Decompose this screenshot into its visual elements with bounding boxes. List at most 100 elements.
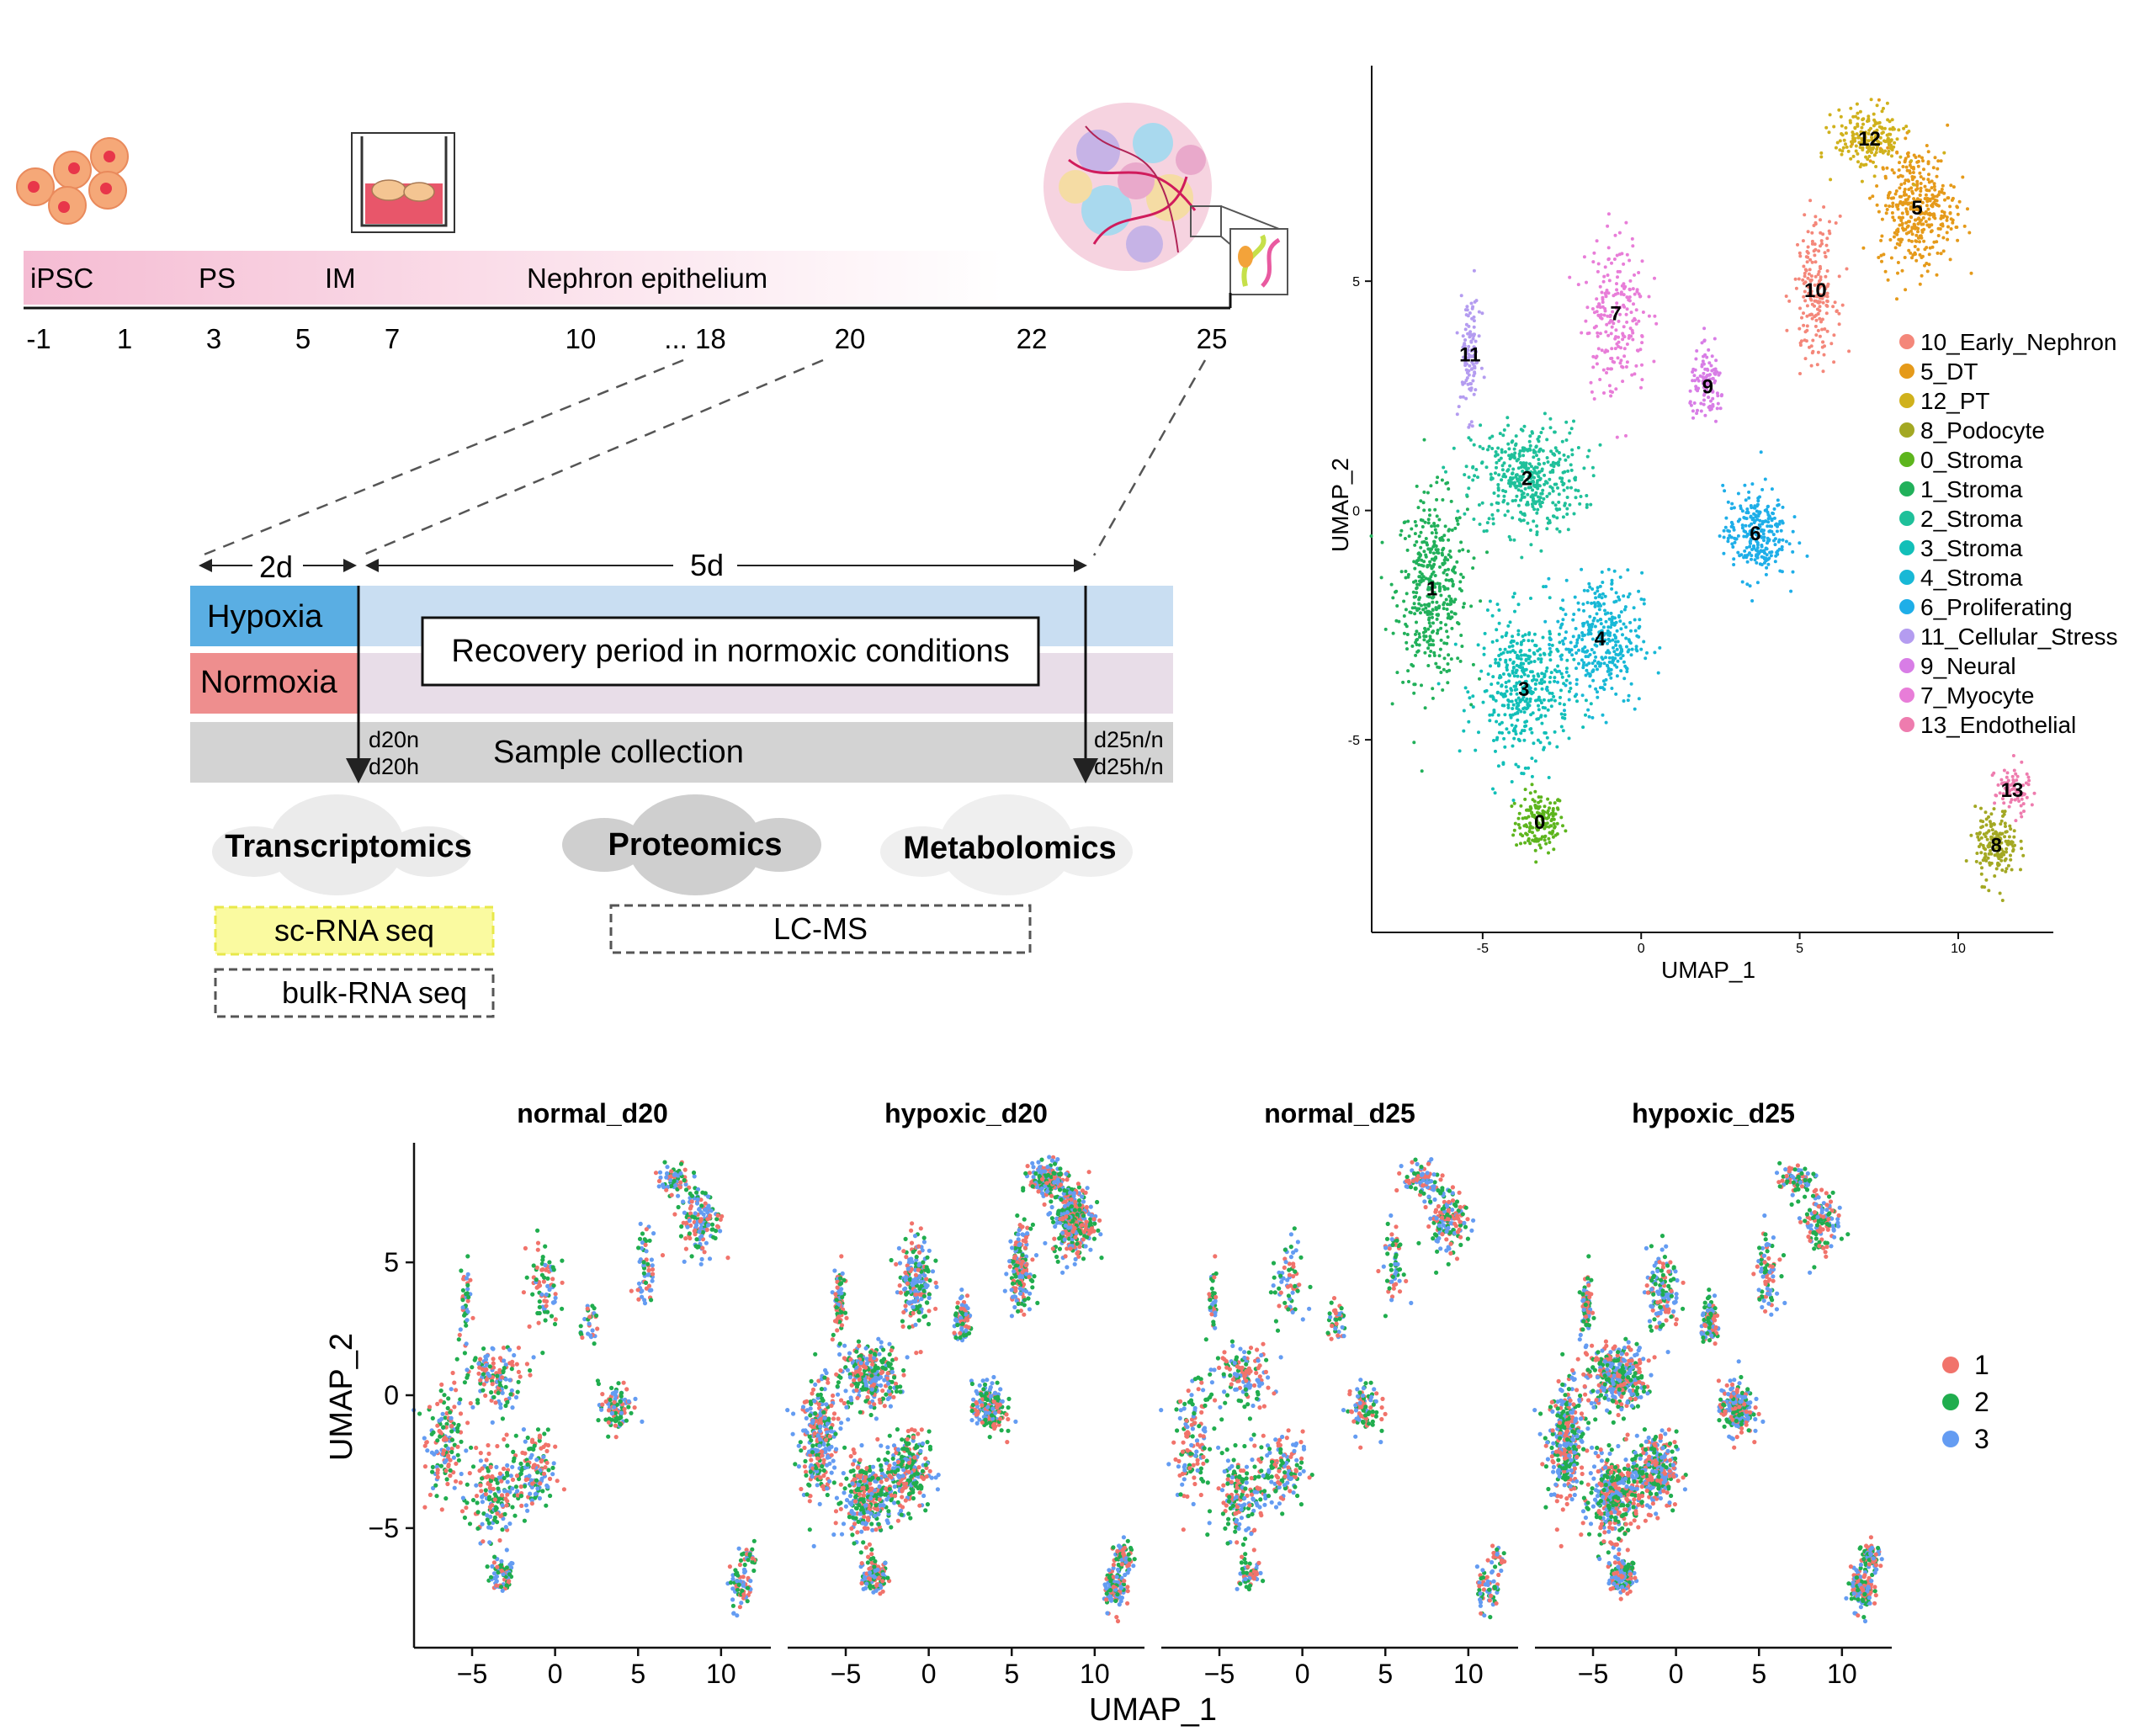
umap-point (1776, 549, 1780, 553)
umap-point (1558, 640, 1562, 645)
umap-point (1753, 506, 1757, 510)
umap-point (2005, 775, 2009, 779)
umap-point (1462, 602, 1466, 606)
umap-point (1748, 544, 1752, 549)
umap-point (1548, 801, 1553, 805)
umap-point (2009, 827, 2013, 831)
umap-point (1924, 193, 1928, 197)
umap-point (1744, 511, 1749, 515)
umap-point (1802, 311, 1805, 316)
umap-point (1771, 533, 1776, 537)
umap-point (1514, 473, 1518, 477)
umap-point (2010, 774, 2015, 778)
metabolomics-cloud (880, 794, 1133, 895)
legend-swatch (1899, 599, 1914, 614)
umap-point (1897, 128, 1901, 132)
legend-label: 1_Stroma (1920, 476, 2023, 502)
umap-point (1570, 448, 1575, 452)
umap-point (1738, 554, 1742, 558)
umap-point (1533, 789, 1537, 794)
facet-point (537, 1304, 542, 1309)
umap-point (1551, 809, 1555, 813)
umap-point (1435, 497, 1439, 502)
umap-point (2008, 824, 2012, 828)
umap-point (1497, 654, 1501, 657)
legend-swatch (1899, 364, 1914, 379)
facet-point (613, 1423, 619, 1428)
facet-point (490, 1420, 495, 1425)
umap-point (1610, 620, 1614, 624)
umap-point (1478, 444, 1482, 449)
umap-point (1989, 812, 1994, 816)
cluster-label: 11 (1459, 343, 1480, 366)
umap-point (1415, 638, 1420, 641)
umap-point (1545, 666, 1549, 670)
umap-point (1567, 736, 1571, 741)
umap-point (1598, 592, 1602, 597)
umap-point (1521, 690, 1526, 694)
umap-point (1598, 686, 1602, 690)
umap-point (1419, 545, 1423, 550)
umap-point (1992, 822, 1996, 826)
facet-point (676, 1204, 681, 1210)
umap-point (1703, 353, 1707, 357)
umap-point (1932, 182, 1936, 186)
umap-point (1516, 603, 1521, 607)
umap-point (1595, 239, 1599, 243)
umap-point (1514, 434, 1518, 438)
facet-point (534, 1478, 539, 1483)
umap-point (1527, 829, 1532, 833)
umap-point (1763, 477, 1767, 481)
umap-point (1892, 235, 1896, 239)
umap-point (1723, 489, 1727, 493)
umap-point (1467, 475, 1471, 480)
umap-point (1515, 668, 1519, 672)
umap-point (1455, 560, 1459, 564)
umap-point (1473, 371, 1477, 375)
umap-point (2011, 754, 2015, 757)
umap-point (1494, 450, 1498, 454)
umap-point (1533, 687, 1537, 691)
umap-point (1793, 277, 1798, 281)
facet-point (541, 1279, 547, 1284)
umap-point (1760, 487, 1765, 491)
facet-point (434, 1449, 439, 1454)
facet-point (435, 1401, 440, 1406)
facet-x-tick-label: 0 (548, 1659, 563, 1689)
umap-point (1491, 517, 1495, 521)
umap-point (1937, 190, 1941, 194)
facet-point (616, 1381, 621, 1386)
umap-point (1875, 203, 1879, 207)
umap-point (1762, 535, 1766, 539)
umap-point (1399, 570, 1404, 574)
facet-point (465, 1420, 470, 1426)
umap-point (1628, 620, 1633, 624)
facet-point (433, 1483, 438, 1488)
umap-point (1548, 637, 1553, 641)
umap-point (1527, 657, 1531, 661)
facet-point (546, 1468, 551, 1473)
facet-point (699, 1203, 704, 1208)
umap-point (1880, 234, 1884, 238)
umap-point (1564, 647, 1569, 651)
umap-point (1575, 666, 1578, 671)
umap-point (1544, 687, 1548, 691)
umap-point (1820, 242, 1824, 246)
umap-point (1546, 809, 1550, 813)
umap-point (1590, 648, 1594, 651)
umap-point (1473, 332, 1476, 337)
umap-point (1707, 406, 1711, 409)
umap-point (1547, 851, 1550, 855)
umap-point (1524, 657, 1528, 661)
umap-point (1653, 276, 1656, 280)
umap-point (1543, 834, 1548, 838)
umap-point (1596, 690, 1599, 694)
umap-point (1428, 550, 1432, 555)
umap-point (1624, 636, 1628, 640)
umap-point (1540, 677, 1544, 682)
umap-point (1502, 461, 1506, 465)
umap-point (1992, 807, 1996, 811)
umap-point (1876, 121, 1880, 125)
umap-point (1561, 642, 1565, 646)
